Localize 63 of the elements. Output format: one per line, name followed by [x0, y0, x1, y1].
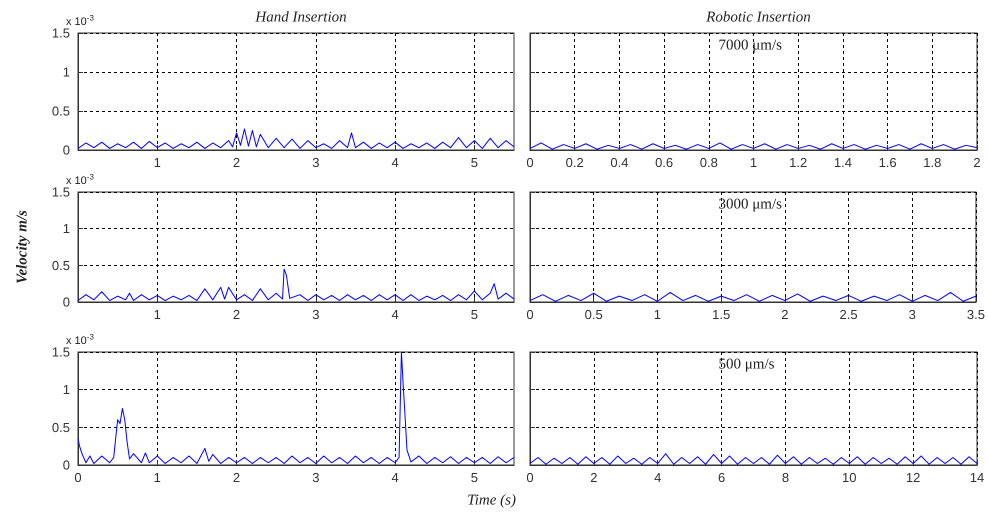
x-tick-label: 1: [750, 155, 758, 170]
x-tick-label: 0: [74, 470, 82, 485]
x-tick-label: 2: [232, 155, 240, 170]
x-tick-label: 1.8: [923, 155, 942, 170]
x-tick-label: 2: [781, 307, 788, 322]
x-tick-label: 2: [590, 470, 598, 485]
x-tick-label: 14: [970, 470, 984, 485]
x-tick-label: 0.6: [655, 155, 674, 170]
x-tick-label: 2: [232, 470, 240, 485]
x-tick-label: 1.2: [789, 155, 808, 170]
x-tick-label: 1: [154, 155, 161, 170]
y-tick-label: 1: [62, 221, 70, 236]
y-tick-label: 0: [62, 294, 70, 310]
y-tick-label: 1.5: [52, 26, 70, 40]
x-tick-label: 3.5: [966, 307, 986, 322]
x-tick-label: 1.4: [834, 155, 852, 170]
y-tick-label: 0.5: [52, 420, 70, 435]
y-tick-label: 1: [62, 64, 70, 80]
y-tick-label: 0: [62, 142, 70, 158]
x-tick-label: 8: [782, 470, 790, 485]
y-tick-label: 1.5: [52, 184, 70, 200]
y-tick-label: 1: [62, 382, 70, 398]
x-tick-label: 5: [470, 470, 478, 485]
x-tick-label: 0: [526, 470, 534, 485]
chart-title: Robotic Insertion: [705, 10, 811, 26]
x-tick-label: 0.8: [700, 155, 718, 170]
x-tick-label: 1: [654, 307, 662, 322]
y-tick-label: 0: [62, 458, 70, 472]
chart-title: Hand Insertion: [254, 10, 347, 26]
x-tick-label: 4: [391, 155, 399, 170]
y-tick-label: 0.5: [52, 104, 70, 118]
x-tick-label: 12: [906, 470, 920, 485]
x-tick-label: 10: [842, 470, 857, 485]
x-tick-label: 0: [526, 155, 534, 170]
annotation: 500 μm/s: [718, 356, 775, 372]
x-tick-label: 2: [973, 155, 981, 170]
line-series: [78, 352, 514, 464]
x-tick-label: 1: [154, 307, 161, 322]
x-tick-label: 2: [232, 307, 240, 322]
x-tick-label: 0.4: [610, 155, 628, 170]
x-tick-label: 3: [312, 307, 320, 322]
x-tick-label: 4: [654, 470, 662, 485]
x-tick-label: 4: [391, 307, 399, 322]
x-tick-label: 4: [391, 470, 399, 485]
y-tick-label: 1.5: [52, 344, 70, 360]
y-tick-label: 0.5: [52, 258, 70, 273]
x-tick-label: 5: [470, 307, 478, 322]
annotation: 7000 μm/s: [718, 38, 782, 54]
x-tick-label: 6: [718, 470, 726, 485]
x-tick-label: 3: [908, 307, 916, 322]
x-tick-label: 1: [154, 470, 161, 485]
x-tick-label: 0.5: [584, 307, 603, 322]
x-tick-label: 0: [526, 307, 534, 322]
x-tick-label: 0.2: [566, 155, 584, 170]
x-tick-label: 5: [470, 155, 478, 170]
x-axis-title: Time (s): [467, 492, 516, 508]
annotation: 3000 μm/s: [718, 196, 782, 212]
x-tick-label: 2.5: [840, 307, 858, 322]
x-tick-label: 3: [312, 470, 320, 485]
x-tick-label: 3: [312, 155, 320, 170]
y-axis-title: Velocity m/s: [14, 210, 30, 284]
x-tick-label: 1.5: [712, 307, 730, 322]
x-tick-label: 1.6: [878, 155, 897, 170]
